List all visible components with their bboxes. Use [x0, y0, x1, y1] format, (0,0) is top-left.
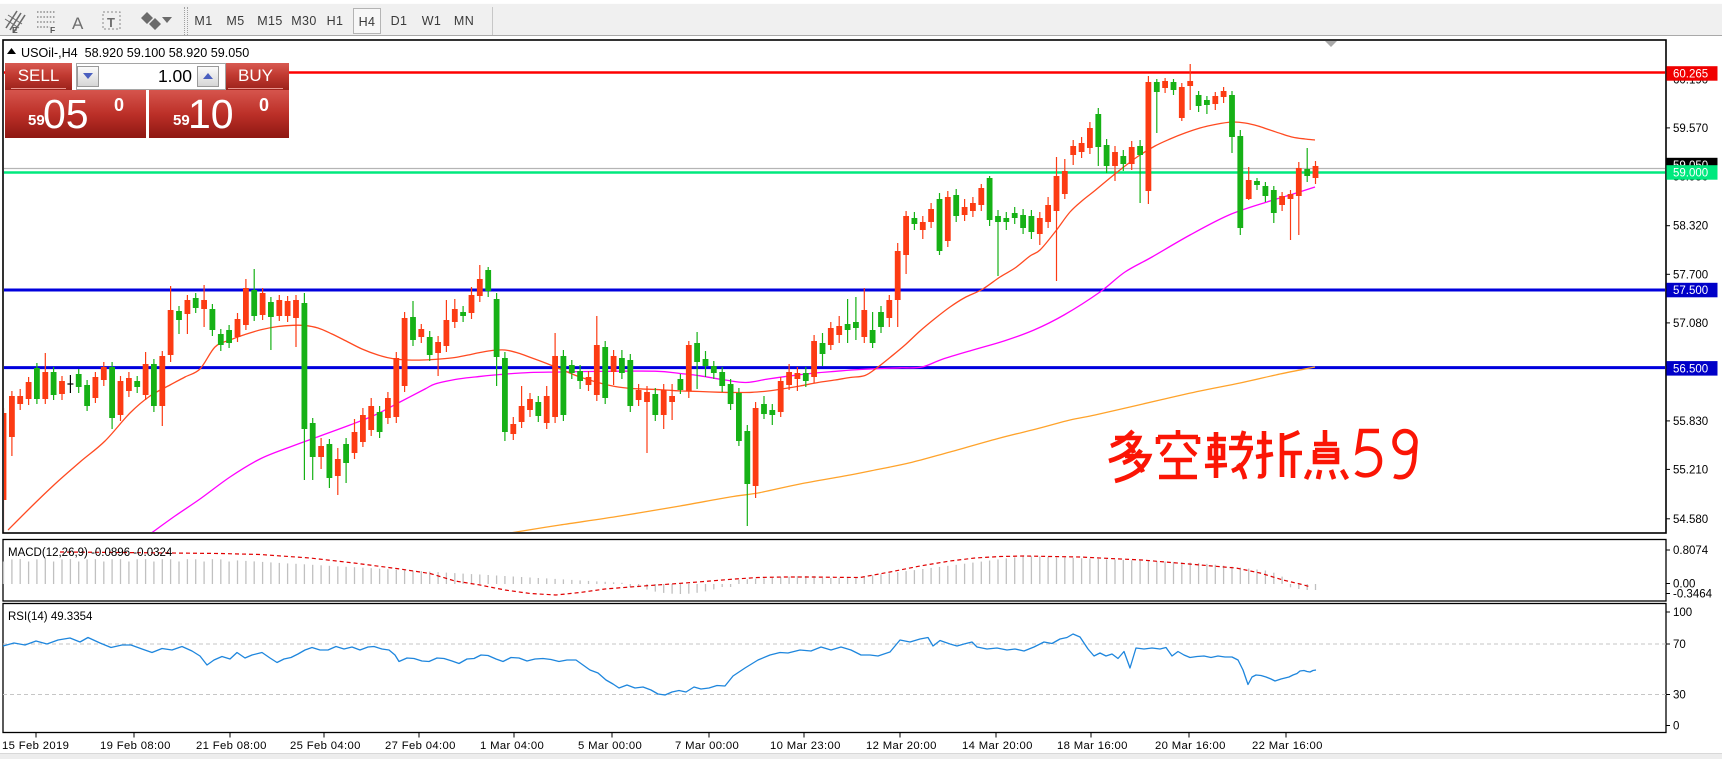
svg-text:55.210: 55.210 [1673, 464, 1708, 476]
svg-text:USOil-,H4 58.920 59.100 58.92: USOil-,H4 58.920 59.100 58.920 59.050 [21, 46, 249, 60]
svg-text:5 Mar 00:00: 5 Mar 00:00 [578, 740, 642, 752]
svg-text:21 Feb 08:00: 21 Feb 08:00 [196, 740, 267, 752]
svg-text:59.000: 59.000 [1673, 168, 1708, 180]
svg-text:A: A [72, 14, 84, 33]
svg-text:-0.3464: -0.3464 [1673, 589, 1713, 601]
svg-text:RSI(14) 49.3354: RSI(14) 49.3354 [8, 611, 93, 623]
svg-text:E: E [12, 25, 18, 35]
svg-text:15 Feb 2019: 15 Feb 2019 [2, 740, 69, 752]
svg-text:56.500: 56.500 [1673, 364, 1708, 376]
svg-text:58.320: 58.320 [1673, 221, 1708, 233]
svg-text:0.00: 0.00 [1673, 579, 1695, 591]
svg-text:0: 0 [1673, 721, 1679, 733]
svg-text:T: T [107, 15, 115, 30]
svg-text:100: 100 [1673, 607, 1692, 619]
svg-text:55.830: 55.830 [1673, 416, 1708, 428]
svg-text:0.8074: 0.8074 [1673, 545, 1709, 557]
svg-text:57.500: 57.500 [1673, 285, 1708, 297]
svg-text:18 Mar 16:00: 18 Mar 16:00 [1057, 740, 1128, 752]
svg-text:27 Feb 04:00: 27 Feb 04:00 [385, 740, 456, 752]
svg-text:19 Feb 08:00: 19 Feb 08:00 [100, 740, 171, 752]
svg-text:57.700: 57.700 [1673, 269, 1708, 281]
svg-text:12 Mar 20:00: 12 Mar 20:00 [866, 740, 937, 752]
svg-text:57.080: 57.080 [1673, 318, 1708, 330]
svg-text:MACD(12,26,9) -0.0896 -0.0324: MACD(12,26,9) -0.0896 -0.0324 [8, 547, 173, 559]
svg-text:22 Mar 16:00: 22 Mar 16:00 [1252, 740, 1323, 752]
svg-text:20 Mar 16:00: 20 Mar 16:00 [1155, 740, 1226, 752]
svg-text:59.570: 59.570 [1673, 123, 1708, 135]
svg-text:70: 70 [1673, 639, 1686, 651]
svg-text:10 Mar 23:00: 10 Mar 23:00 [770, 740, 841, 752]
svg-text:54.580: 54.580 [1673, 514, 1708, 526]
svg-text:30: 30 [1673, 690, 1686, 702]
svg-text:1 Mar 04:00: 1 Mar 04:00 [480, 740, 544, 752]
svg-text:25 Feb 04:00: 25 Feb 04:00 [290, 740, 361, 752]
svg-text:7 Mar 00:00: 7 Mar 00:00 [675, 740, 739, 752]
svg-text:60.265: 60.265 [1673, 69, 1708, 81]
svg-text:F: F [50, 25, 55, 35]
svg-text:14 Mar 20:00: 14 Mar 20:00 [962, 740, 1033, 752]
